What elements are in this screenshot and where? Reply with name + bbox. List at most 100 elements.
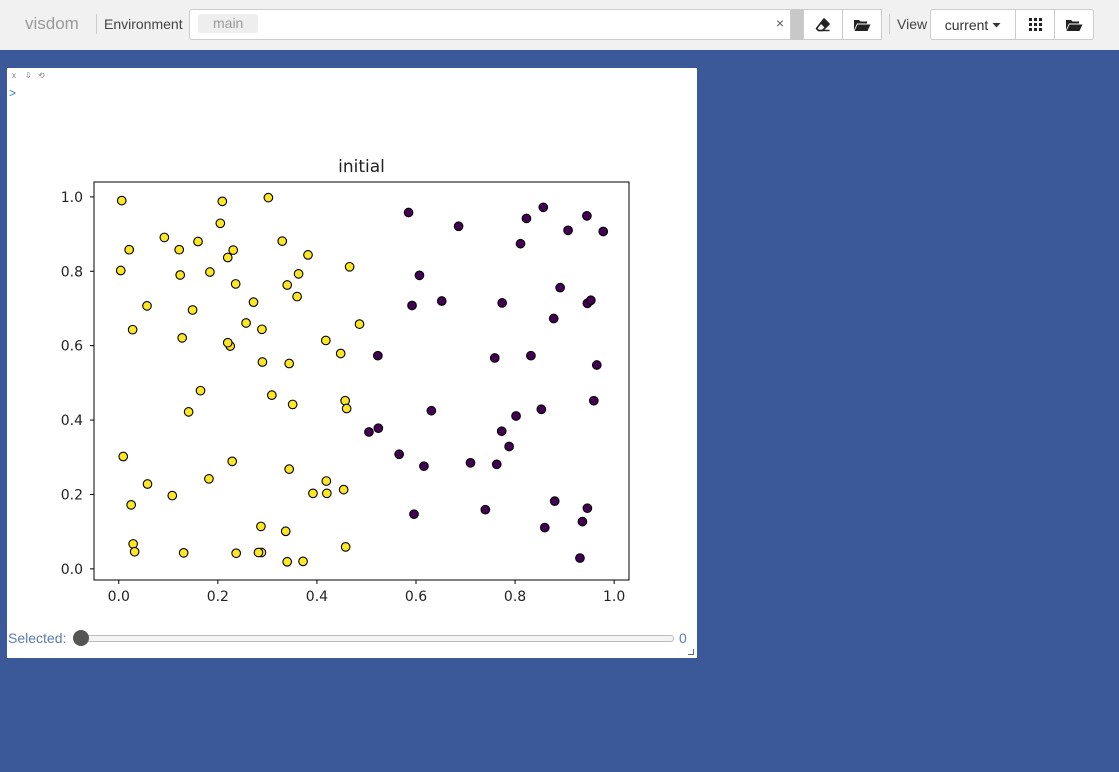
scatter-point [521, 213, 532, 224]
scatter-point [217, 196, 228, 207]
environment-tag-main[interactable]: main [198, 14, 259, 33]
navbar-divider [96, 14, 97, 34]
scatter-point [582, 210, 592, 221]
scatter-point [257, 324, 267, 335]
folder-open-icon [1066, 19, 1083, 31]
scatter-point [118, 451, 129, 462]
scatter-point [414, 270, 425, 281]
scatter-point [187, 305, 198, 315]
scatter-point [248, 297, 259, 307]
scatter-point [489, 353, 500, 363]
plot-pane[interactable]: x ⇩ ⟲ > initial 0.0 0.2 0.4 0.6 0.8 1.0 0.0 0.2 0… [7, 68, 697, 658]
scatter-point [292, 291, 302, 302]
reset-pane-icon[interactable]: ⟲ [38, 71, 45, 80]
clear-environment-icon[interactable]: × [775, 15, 784, 31]
scatter-point [256, 521, 266, 532]
view-select-value: current [944, 16, 989, 33]
scatter-point [321, 488, 332, 499]
x-tick-label: 0.4 [306, 589, 328, 605]
clear-env-button[interactable] [803, 9, 843, 40]
scatter-point [142, 479, 153, 489]
scatter-point [480, 504, 491, 515]
manage-views-button[interactable] [1054, 9, 1094, 40]
repack-layout-button[interactable] [1015, 9, 1055, 40]
scatter-point [253, 547, 264, 558]
folder-open-icon [854, 19, 871, 31]
x-tick-label: 0.2 [207, 589, 229, 605]
caret-down-icon [992, 22, 1001, 27]
scatter-point [284, 358, 295, 369]
scatter-point [257, 357, 268, 367]
scatter-point [372, 350, 383, 361]
scatter-point [230, 279, 241, 289]
navbar-divider [889, 14, 890, 34]
scatter-point [426, 405, 437, 416]
scatter-point [177, 333, 188, 343]
y-tick-label: 1.0 [61, 190, 83, 206]
scatter-point [341, 403, 352, 414]
scatter-point [591, 360, 602, 370]
selection-slider-track[interactable] [82, 635, 674, 642]
slider-value: 0 [679, 630, 687, 646]
scatter-point [308, 488, 318, 499]
view-label: View [897, 16, 928, 32]
close-pane-icon[interactable]: x [12, 71, 16, 80]
scatter-point [303, 250, 313, 260]
resize-handle[interactable] [688, 649, 694, 655]
manage-env-button[interactable] [842, 9, 882, 40]
scatter-point [126, 500, 137, 510]
environment-scrollbar[interactable] [791, 9, 803, 40]
scatter-point [129, 546, 140, 557]
scatter-point [538, 202, 549, 213]
selection-slider-thumb[interactable] [73, 630, 89, 646]
scatter-point [183, 407, 194, 417]
y-tick-label: 0.8 [61, 264, 83, 280]
scatter-point [193, 236, 203, 247]
scatter-point [340, 395, 351, 406]
scatter-point [167, 490, 178, 501]
scatter-point [338, 484, 349, 495]
scatter-point [282, 280, 293, 290]
scatter-point [344, 261, 355, 272]
scatter-point [127, 324, 138, 335]
scatter-point [287, 399, 298, 410]
scatter-point [373, 423, 384, 434]
scatter-point [335, 348, 346, 359]
x-tick-label: 1.0 [603, 589, 625, 605]
scatter-point [175, 270, 186, 280]
scatter-point [284, 464, 295, 475]
scatter-point [526, 350, 536, 361]
scatter-point [195, 385, 206, 396]
scatter-point [577, 516, 588, 527]
scatter-point [228, 245, 239, 255]
scatter-point [222, 337, 233, 348]
scatter-point [403, 207, 414, 218]
scatter-point [222, 252, 233, 263]
scatter-point [555, 282, 565, 293]
scatter-point [178, 547, 189, 558]
scatter-point [320, 335, 331, 346]
scatter-point [205, 267, 215, 277]
y-tick-label: 0.4 [61, 413, 83, 429]
download-pane-icon[interactable]: ⇩ [25, 71, 32, 80]
scatter-point [582, 503, 593, 514]
scatter-point [128, 539, 138, 549]
scatter-point [124, 244, 135, 255]
view-select[interactable]: current [930, 9, 1016, 40]
environment-label: Environment [104, 16, 183, 32]
scatter-point [588, 395, 599, 406]
eraser-icon [815, 17, 830, 31]
scatter-point [340, 542, 351, 552]
scatter-point [549, 496, 560, 506]
scatter-point [539, 522, 550, 533]
expand-arrow-icon[interactable]: > [9, 86, 17, 100]
scatter-point [419, 461, 429, 472]
scatter-point [394, 449, 404, 460]
brand-logo[interactable]: visdom [25, 14, 79, 33]
chart-title: initial [338, 157, 385, 177]
scatter-point [159, 232, 170, 243]
slider-label: Selected: [8, 630, 67, 646]
scatter-point [231, 548, 242, 559]
x-tick-label: 0.8 [504, 589, 526, 605]
environment-select[interactable]: main × [189, 9, 791, 40]
